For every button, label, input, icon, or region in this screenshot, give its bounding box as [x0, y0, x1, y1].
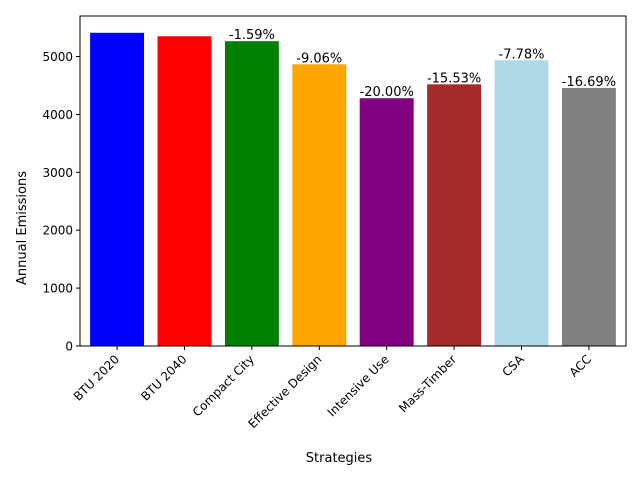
y-tick-label: 2000: [42, 224, 73, 238]
bar-btu-2020: [90, 32, 145, 346]
axes-frame: [79, 15, 627, 347]
y-tick-label: 4000: [42, 108, 73, 122]
x-tick-label-mass-timber: Mass-Timber: [396, 352, 459, 415]
data-label-intensive-use: -20.00%: [360, 85, 414, 100]
y-axis-ticks: 0 1000 2000 3000 4000 5000: [42, 50, 80, 354]
data-label-acc: -16.69%: [562, 75, 616, 90]
bars-group: [90, 32, 616, 347]
data-label-effective-design: -9.06%: [296, 51, 342, 66]
data-label-csa: -7.78%: [499, 47, 545, 62]
x-tick-label-btu-2020: BTU 2020: [71, 352, 122, 403]
x-tick-label-effective-design: Effective Design: [245, 352, 324, 431]
x-tick-label-btu-2040: BTU 2040: [138, 352, 189, 403]
bar-compact-city: [224, 41, 279, 347]
bar-acc: [561, 87, 616, 346]
bar-intensive-use: [359, 98, 414, 346]
y-tick-label: 1000: [42, 282, 73, 296]
bar-csa: [494, 60, 549, 346]
y-tick-label: 3000: [42, 166, 73, 180]
x-tick-label-csa: CSA: [499, 352, 527, 380]
bar-mass-timber: [427, 84, 482, 346]
bar-btu-2040: [157, 36, 212, 347]
x-axis-label: Strategies: [306, 451, 373, 466]
x-tick-label-compact-city: Compact City: [190, 352, 257, 419]
data-label-mass-timber: -15.53%: [427, 71, 481, 86]
bar-effective-design: [292, 64, 347, 346]
x-tick-label-intensive-use: Intensive Use: [325, 352, 392, 419]
y-axis-label: Annual Emissions: [15, 171, 30, 285]
x-tick-label-acc: ACC: [567, 352, 594, 379]
data-label-compact-city: -1.59%: [229, 28, 275, 43]
y-tick-label: 5000: [42, 50, 73, 64]
y-tick-label: 0: [65, 340, 73, 354]
data-labels-group: -1.59% -9.06% -20.00% -15.53% -7.78% -16.69%: [229, 28, 616, 100]
